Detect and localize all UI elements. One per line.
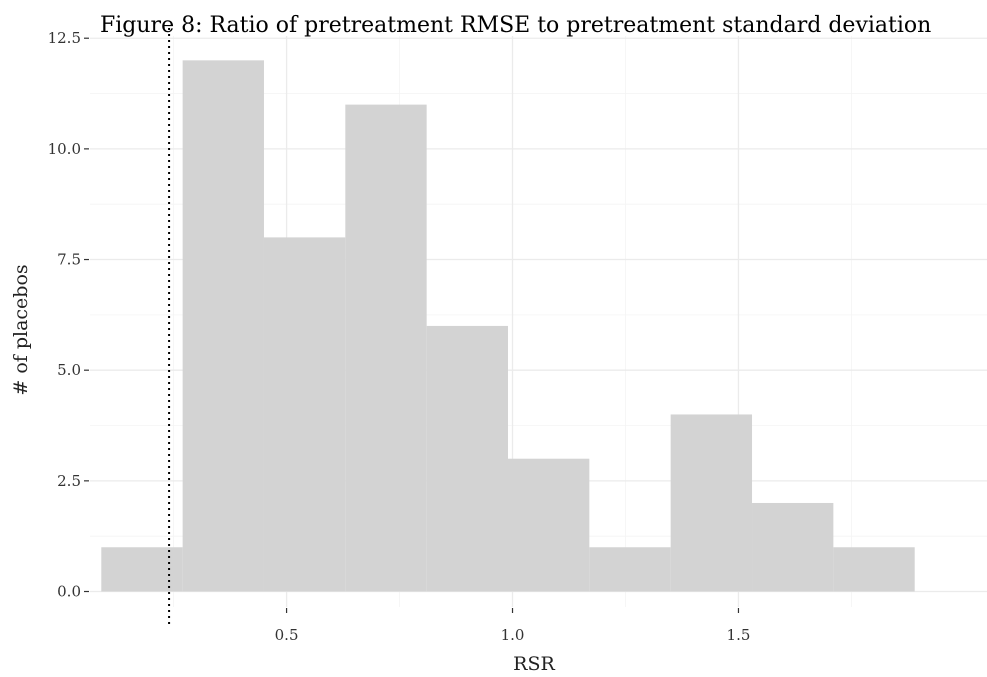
histogram-bar-5 xyxy=(426,325,508,592)
histogram-bars xyxy=(101,60,915,592)
chart-title: Figure 8: Ratio of pretreatment RMSE to … xyxy=(100,13,931,38)
histogram-bar-4 xyxy=(345,104,427,592)
y-tick-label: 7.5 xyxy=(57,251,81,269)
x-tick-label: 1.5 xyxy=(727,626,751,644)
histogram-bar-10 xyxy=(833,547,915,592)
y-axis-label: # of placebos xyxy=(10,264,32,395)
y-axis: 0.0 2.5 5.0 7.5 10.0 12.5 xyxy=(48,29,89,601)
histogram-bar-8 xyxy=(670,414,753,592)
x-axis-label: RSR xyxy=(513,653,555,675)
y-tick-label: 2.5 xyxy=(57,472,81,490)
histogram-bar-2 xyxy=(182,60,264,592)
x-tick-label: 0.5 xyxy=(275,626,299,644)
histogram-bar-6 xyxy=(507,458,590,592)
histogram-bar-7 xyxy=(589,547,671,592)
x-tick-label: 1.0 xyxy=(501,626,525,644)
y-tick-label: 0.0 xyxy=(57,583,81,601)
histogram-bar-3 xyxy=(263,237,346,592)
y-tick-label: 5.0 xyxy=(57,361,81,379)
histogram-bar-9 xyxy=(752,502,834,592)
y-tick-label: 10.0 xyxy=(48,140,81,158)
histogram-bar-1 xyxy=(101,547,183,592)
y-tick-label: 12.5 xyxy=(48,29,81,47)
x-axis: 0.5 1.0 1.5 xyxy=(275,608,751,644)
